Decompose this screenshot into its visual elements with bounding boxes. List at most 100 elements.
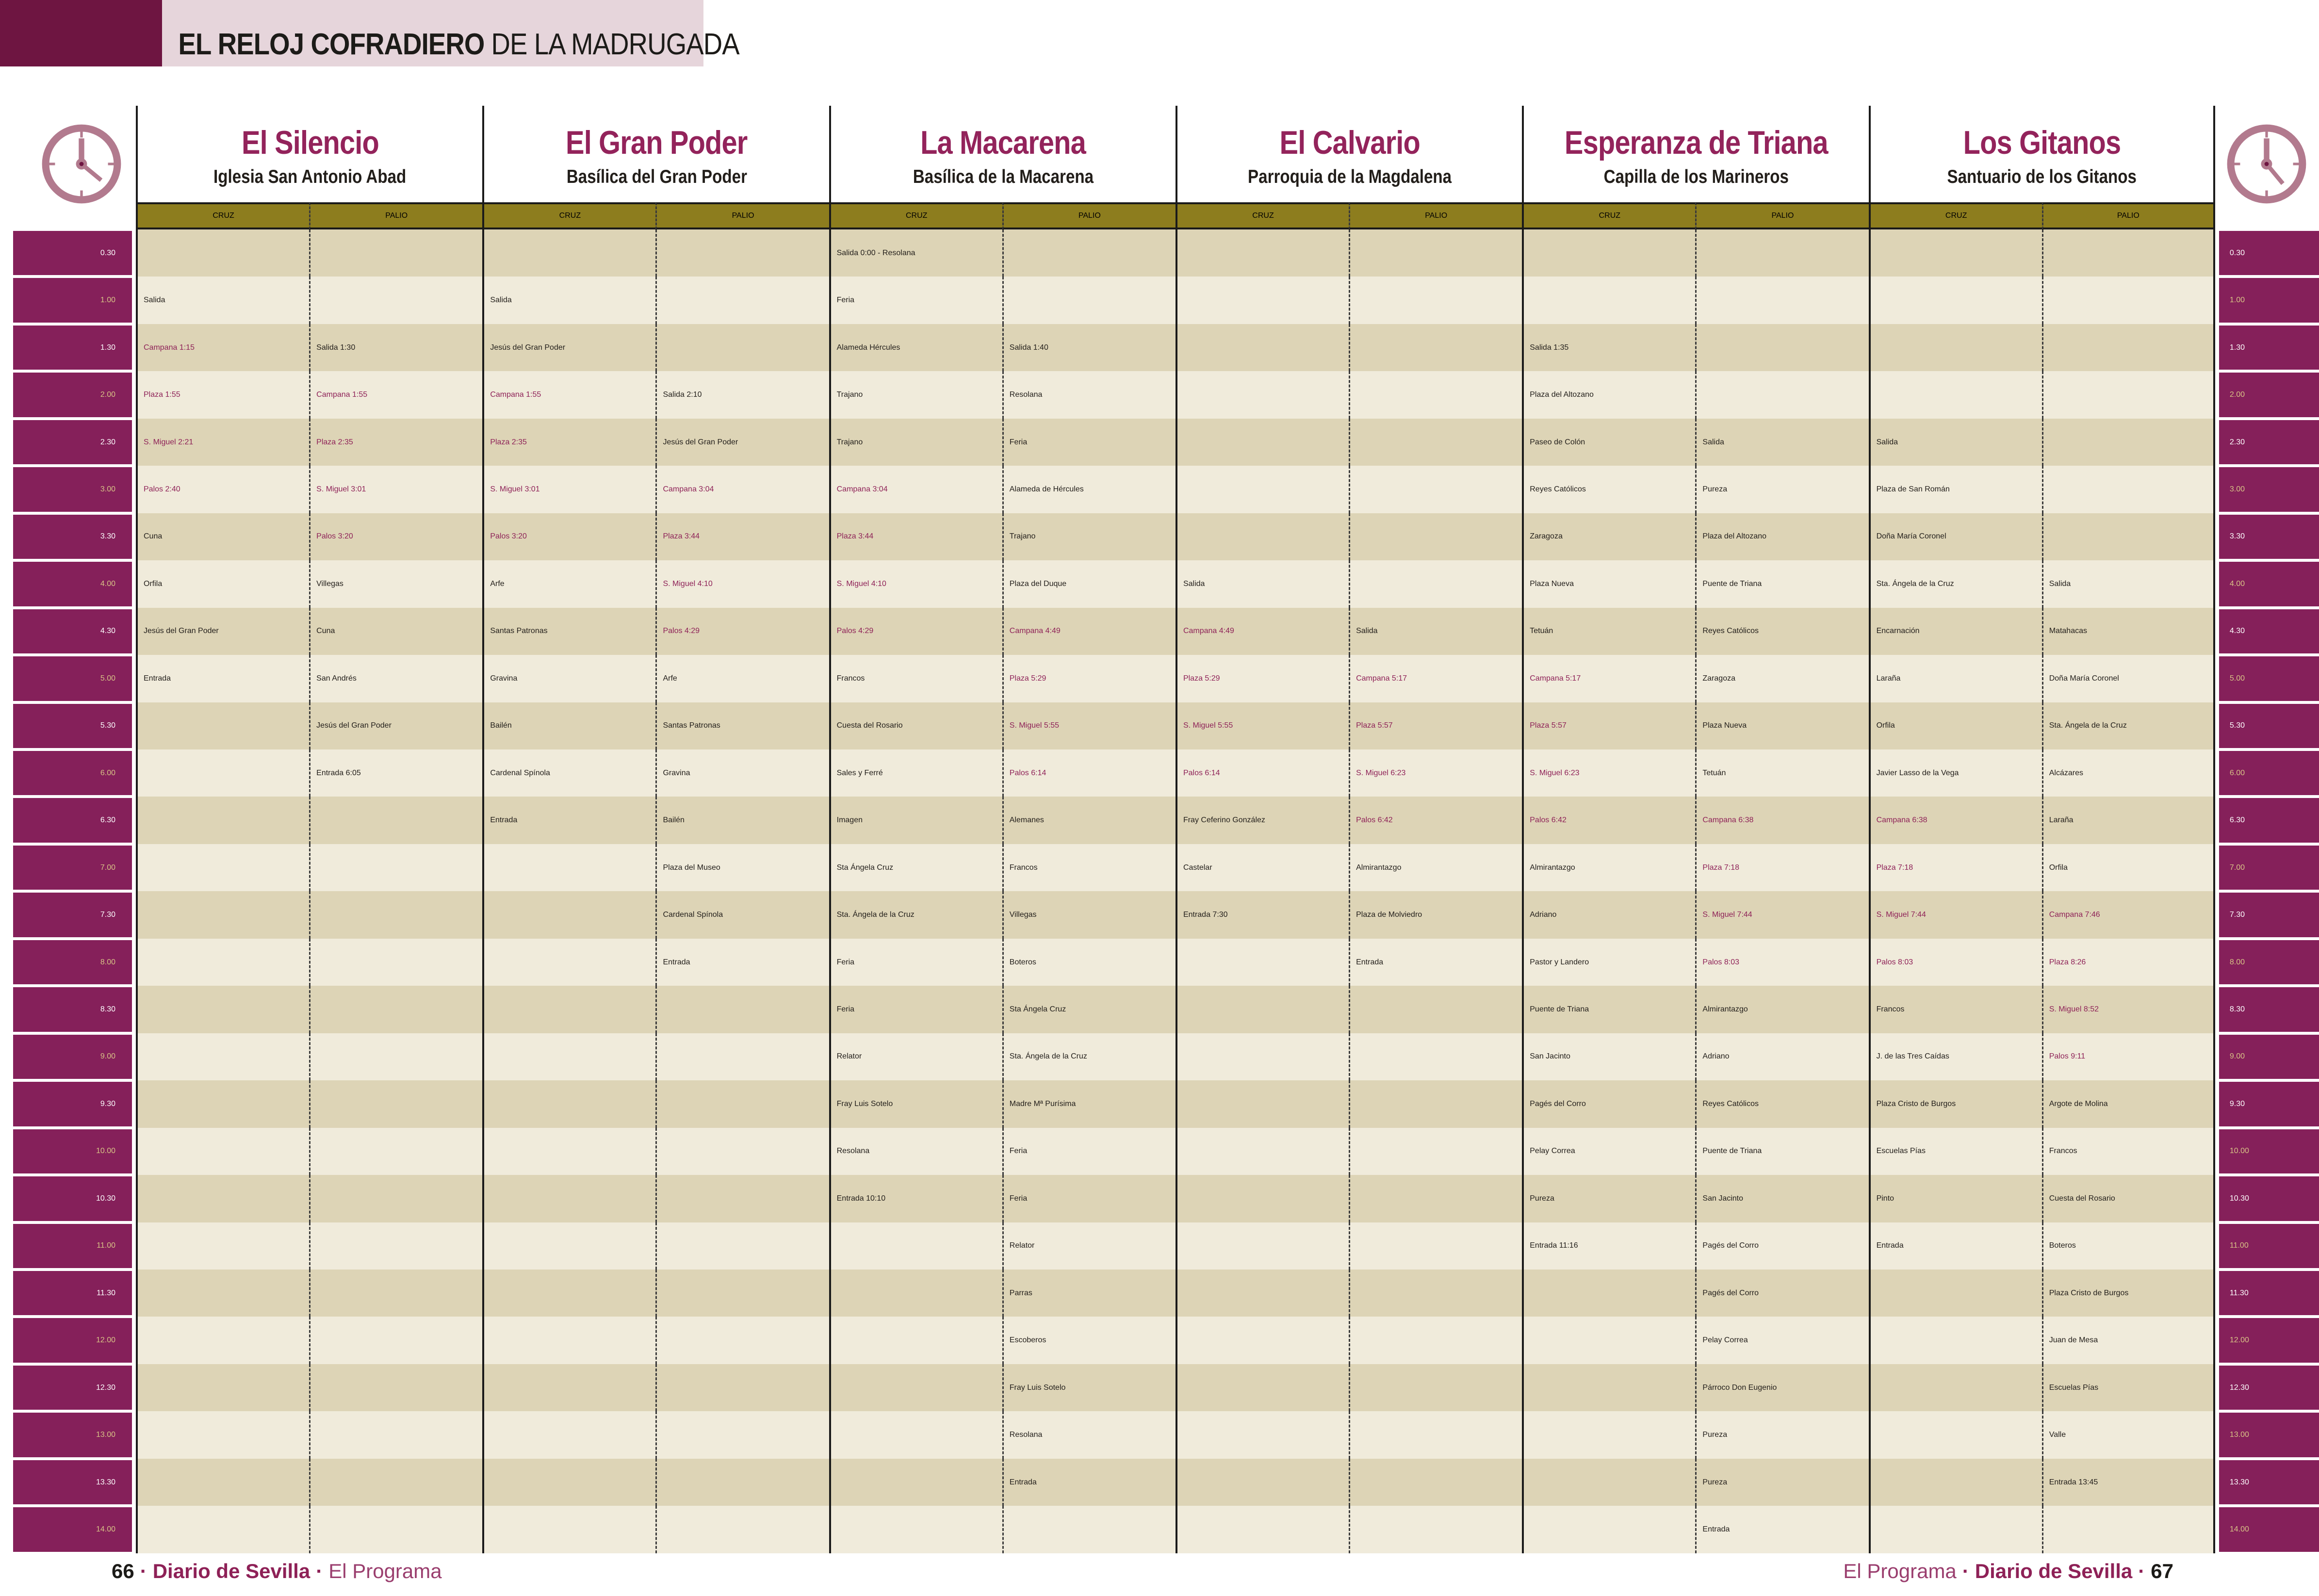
schedule-entry: Resolana [1009,1431,1043,1439]
schedule-entry: Palos 8:03 [1876,958,1913,966]
schedule-cell: S. Miguel 4:10 [655,560,829,608]
schedule-cell: Alameda Hércules [829,324,1002,372]
time-label: 12.00 [96,1336,115,1345]
column-header-label: PALIO [1078,212,1101,220]
time-cell-right: 2.00 [2219,371,2319,419]
schedule-cell: Palos 6:42 [1349,797,1522,844]
schedule-cell: Santas Patronas [655,702,829,749]
time-cell-left: 4.30 [13,607,132,655]
time-cell-right: 1.30 [2219,324,2319,372]
schedule-cell: Francos [1002,844,1176,892]
schedule-entry: Salida [1356,627,1378,635]
time-label: 14.00 [96,1525,115,1533]
schedule-entry: Plaza de San Román [1876,485,1950,493]
schedule-cell: Doña María Coronel [1868,513,2042,561]
footer-page-number: 67 [2151,1560,2173,1582]
schedule-cell: Pagés del Corro [1695,1222,1869,1270]
schedule-entry: Feria [836,958,855,966]
schedule-cell [829,1411,1002,1459]
schedule-entry: Zaragoza [1530,532,1563,541]
schedule-entry: Plaza Nueva [1530,579,1574,588]
schedule-cell: Pinto [1868,1175,2042,1222]
schedule-entry: Plaza 5:29 [1009,674,1046,683]
schedule-entry: Plaza 8:26 [2049,958,2086,966]
schedule-cell: Alameda de Hércules [1002,466,1176,513]
time-cell-right: 10.30 [2219,1175,2319,1222]
column-header-label: CRUZ [212,212,234,220]
schedule-cell [655,1506,829,1553]
time-label: 7.30 [2229,911,2245,919]
time-cell-left: 9.00 [13,1033,132,1081]
footer-left: 66 · Diario de Sevilla · El Programa [112,1560,442,1583]
schedule-entry: Campana 1:55 [316,391,368,399]
schedule-cell [1349,1222,1522,1270]
schedule-entry: Entrada [1876,1241,1904,1250]
schedule-cell [1349,1317,1522,1364]
schedule-entry: Campana 3:04 [836,485,888,493]
schedule-entry: Adriano [1702,1052,1730,1061]
schedule-cell: Boteros [1002,938,1176,986]
schedule-cell [1522,1269,1696,1317]
time-label: 5.00 [100,674,115,683]
schedule-cell [309,1175,483,1222]
schedule-cell [1002,229,1176,277]
time-cell-left: 7.00 [13,844,132,892]
time-cell-left: 6.30 [13,797,132,844]
schedule-entry: Plaza 7:18 [1876,863,1913,872]
schedule-entry: Salida 1:40 [1009,343,1048,352]
schedule-cell: Salida [482,277,656,324]
time-cell-left: 10.00 [13,1127,132,1175]
schedule-cell [1695,371,1869,419]
brotherhood-church: Basílica del Gran Poder [566,166,747,187]
schedule-cell: Orfila [136,560,310,608]
time-label: 3.30 [2229,532,2245,541]
schedule-cell [1522,229,1696,277]
schedule-cell [1175,1127,1349,1175]
schedule-entry: Orfila [144,579,163,588]
schedule-entry: Juan de Mesa [2049,1336,2098,1345]
schedule-cell: Pagés del Corro [1695,1269,1869,1317]
schedule-cell [1175,938,1349,986]
schedule-entry: Palos 8:03 [1702,958,1740,966]
schedule-cell: Adriano [1695,1033,1869,1081]
schedule-cell [1349,1269,1522,1317]
schedule-cell: Entrada 13:45 [2041,1458,2215,1506]
time-label: 2.00 [100,391,115,399]
schedule-cell [655,229,829,277]
time-cell-right: 9.00 [2219,1033,2319,1081]
footer-separator: · [1962,1560,1969,1582]
time-cell-left: 3.00 [13,466,132,513]
time-label: 1.00 [100,296,115,305]
schedule-cell: Plaza de San Román [1868,466,2042,513]
schedule-entry: Salida [144,296,165,305]
time-cell-left: 14.00 [13,1506,132,1553]
schedule-entry: Plaza del Altozano [1702,532,1767,541]
schedule-cell: Puente de Triana [1695,1127,1869,1175]
schedule-cell [309,1080,483,1128]
schedule-cell [482,938,656,986]
schedule-cell: Matahacas [2041,607,2215,655]
time-label: 2.00 [2229,391,2245,399]
time-cell-right: 9.30 [2219,1080,2319,1128]
title-band: EL RELOJ COFRADIERO DE LA MADRUGADA [162,0,740,66]
schedule-cell [1175,1269,1349,1317]
schedule-cell: Resolana [1002,1411,1176,1459]
time-label: 0.30 [100,248,115,257]
time-label: 1.30 [2229,343,2245,352]
schedule-entry: Boteros [1009,958,1036,966]
schedule-entry: Villegas [1009,911,1037,919]
schedule-cell: S. Miguel 7:44 [1695,891,1869,939]
time-label: 4.00 [100,579,115,588]
schedule-cell [482,986,656,1033]
schedule-cell [1175,277,1349,324]
schedule-entry: Sta. Ángela de la Cruz [1009,1052,1087,1061]
schedule-entry: Fray Luis Sotelo [836,1099,893,1108]
schedule-cell: Zaragoza [1522,513,1696,561]
schedule-cell: Fray Luis Sotelo [829,1080,1002,1128]
schedule-cell [1349,418,1522,466]
schedule-cell: Sales y Ferré [829,749,1002,797]
column-header-palio: PALIO [655,202,829,229]
brotherhood-church: Capilla de los Marineros [1603,166,1789,187]
schedule-entry: Salida [2049,579,2071,588]
time-label: 4.30 [100,627,115,635]
